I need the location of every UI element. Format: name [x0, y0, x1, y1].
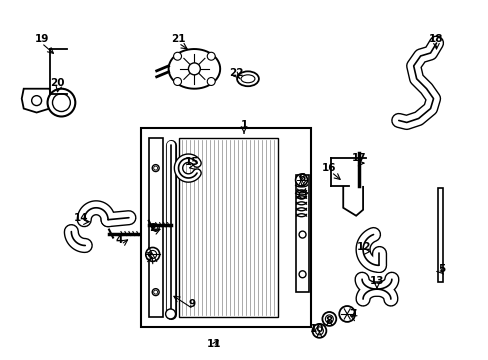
- Circle shape: [188, 63, 200, 75]
- Bar: [178, 138, 277, 317]
- Text: 11: 11: [206, 339, 221, 349]
- Circle shape: [173, 77, 181, 85]
- Circle shape: [322, 312, 336, 326]
- Text: 22: 22: [228, 68, 243, 78]
- Text: 8: 8: [325, 316, 332, 326]
- Circle shape: [312, 324, 325, 338]
- Text: 21: 21: [171, 34, 185, 44]
- Text: 4: 4: [115, 234, 122, 244]
- Circle shape: [299, 231, 305, 238]
- Text: 18: 18: [428, 34, 443, 44]
- Circle shape: [207, 77, 215, 85]
- Circle shape: [152, 289, 159, 296]
- Text: 12: 12: [356, 243, 370, 252]
- Text: 6: 6: [297, 173, 305, 183]
- Circle shape: [299, 271, 305, 278]
- Text: 5: 5: [437, 264, 444, 274]
- Text: 3: 3: [145, 252, 152, 262]
- Circle shape: [339, 306, 354, 322]
- Polygon shape: [168, 49, 220, 89]
- Text: 10: 10: [309, 324, 324, 334]
- Circle shape: [165, 309, 175, 319]
- Text: 16: 16: [322, 163, 336, 173]
- Circle shape: [145, 247, 160, 261]
- Circle shape: [295, 174, 307, 186]
- Circle shape: [152, 165, 159, 172]
- Text: 15: 15: [185, 157, 199, 167]
- Text: 2: 2: [149, 222, 156, 233]
- Text: 9: 9: [188, 299, 196, 309]
- Text: 17: 17: [351, 153, 366, 163]
- Text: 1: 1: [240, 121, 247, 130]
- Circle shape: [47, 89, 75, 117]
- Circle shape: [52, 94, 70, 112]
- Text: 7: 7: [349, 309, 356, 319]
- Circle shape: [173, 52, 181, 60]
- Text: 20: 20: [50, 78, 64, 88]
- Bar: [438, 188, 443, 282]
- Circle shape: [299, 192, 305, 198]
- Polygon shape: [21, 89, 51, 113]
- Text: 14: 14: [74, 213, 88, 223]
- Bar: [295, 175, 309, 292]
- Bar: [148, 138, 163, 317]
- Circle shape: [152, 224, 159, 231]
- Ellipse shape: [237, 71, 258, 86]
- Text: 13: 13: [369, 276, 384, 286]
- Circle shape: [207, 52, 215, 60]
- Text: 19: 19: [34, 34, 49, 44]
- Bar: [141, 129, 311, 327]
